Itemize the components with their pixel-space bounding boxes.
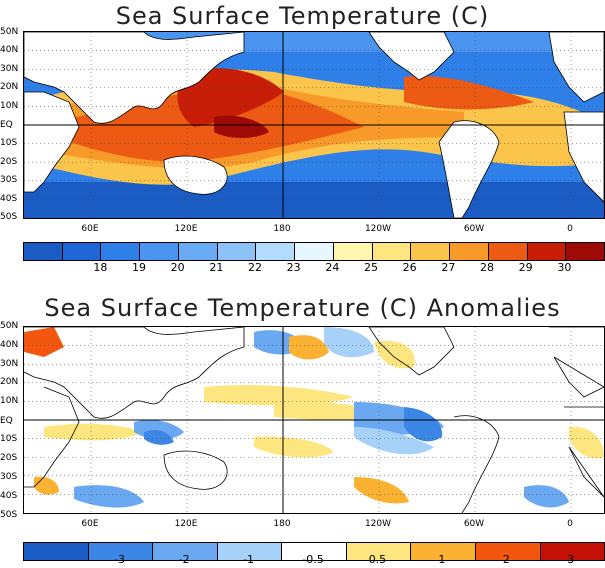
colorbar-label: 27 [441, 261, 456, 274]
lon-label: 120E [174, 519, 198, 529]
lat-label: 40S [0, 491, 18, 501]
colorbar-label: 21 [209, 261, 224, 274]
sst-colorbar [23, 242, 605, 261]
colorbar-swatch [24, 543, 89, 560]
colorbar-swatch [140, 243, 179, 260]
lat-label: 10N [0, 101, 19, 111]
lat-label: 20N [0, 377, 19, 387]
lat-label: 40S [0, 194, 18, 204]
lat-label: 40N [0, 45, 19, 55]
lat-label: 10S [0, 138, 18, 148]
lon-label: 60E [81, 224, 99, 234]
anomaly-map [23, 326, 605, 514]
lat-label: EQ [0, 120, 13, 130]
colorbar-label: 20 [170, 261, 185, 274]
colorbar-swatch [372, 243, 412, 260]
colorbar-swatch [295, 243, 334, 260]
lat-label: 50N [0, 27, 19, 37]
colorbar-label: 25 [364, 261, 378, 274]
colorbar-swatch [88, 543, 154, 560]
lat-label: 30S [0, 472, 18, 482]
lon-label: 0 [567, 224, 573, 234]
lat-label: 30S [0, 175, 18, 185]
colorbar-swatch [488, 243, 528, 260]
colorbar-swatch [256, 243, 296, 260]
colorbar-label: 24 [325, 261, 340, 274]
colorbar-label: -2 [178, 553, 190, 566]
lat-label: 50S [0, 212, 18, 222]
lat-label: 20S [0, 453, 18, 463]
colorbar-label: -0.5 [302, 553, 324, 566]
colorbar-label: 3 [567, 553, 575, 566]
lon-label: 60W [463, 519, 485, 529]
colorbar-label: 22 [248, 261, 262, 274]
lon-label: 60E [81, 519, 99, 529]
colorbar-swatch [411, 543, 476, 560]
colorbar-swatch [101, 243, 141, 260]
colorbar-swatch [450, 243, 489, 260]
colorbar-label: 29 [518, 261, 533, 274]
anomaly-title: Sea Surface Temperature (C) Anomalies [44, 294, 561, 322]
colorbar-label: 2 [502, 553, 510, 566]
lon-label: 180 [273, 519, 291, 529]
lat-label: 50S [0, 510, 18, 520]
lat-label: 50N [0, 321, 19, 331]
lat-label: 20S [0, 157, 18, 167]
colorbar-swatch [566, 243, 605, 260]
colorbar-label: 19 [132, 261, 146, 274]
lon-label: 180 [273, 224, 291, 234]
lon-label: 120W [364, 224, 392, 234]
colorbar-label: 26 [402, 261, 417, 274]
lon-label: 60W [463, 224, 485, 234]
colorbar-label: 23 [286, 261, 301, 274]
colorbar-swatch [153, 543, 218, 560]
colorbar-swatch [217, 543, 283, 560]
lat-label: 40N [0, 340, 19, 350]
sst-map [23, 31, 605, 219]
colorbar-swatch [527, 243, 567, 260]
lat-label: 10S [0, 434, 18, 444]
colorbar-swatch [411, 243, 451, 260]
lon-label: 0 [567, 519, 573, 529]
colorbar-swatch [178, 243, 218, 260]
lat-label: 20N [0, 82, 19, 92]
colorbar-swatch [217, 243, 257, 260]
colorbar-label: 0.5 [368, 553, 387, 566]
colorbar-swatch [282, 543, 347, 560]
colorbar-label: 28 [480, 261, 494, 274]
lon-label: 120E [174, 224, 198, 234]
colorbar-label: 1 [438, 553, 446, 566]
colorbar-swatch [346, 543, 412, 560]
lat-label: 10N [0, 396, 19, 406]
colorbar-swatch [62, 243, 102, 260]
lat-label: 30N [0, 64, 19, 74]
sst-title: Sea Surface Temperature (C) [115, 2, 490, 30]
colorbar-label: -3 [114, 553, 126, 566]
colorbar-swatch [333, 243, 373, 260]
colorbar-label: -1 [243, 553, 255, 566]
anomaly-colorbar [23, 542, 605, 561]
lon-label: 120W [364, 519, 392, 529]
colorbar-swatch [540, 543, 605, 560]
colorbar-swatch [24, 243, 63, 260]
colorbar-label: 30 [557, 261, 572, 274]
colorbar-swatch [475, 543, 541, 560]
lat-label: EQ [0, 416, 13, 426]
colorbar-label: 18 [93, 261, 108, 274]
lat-label: 30N [0, 359, 19, 369]
